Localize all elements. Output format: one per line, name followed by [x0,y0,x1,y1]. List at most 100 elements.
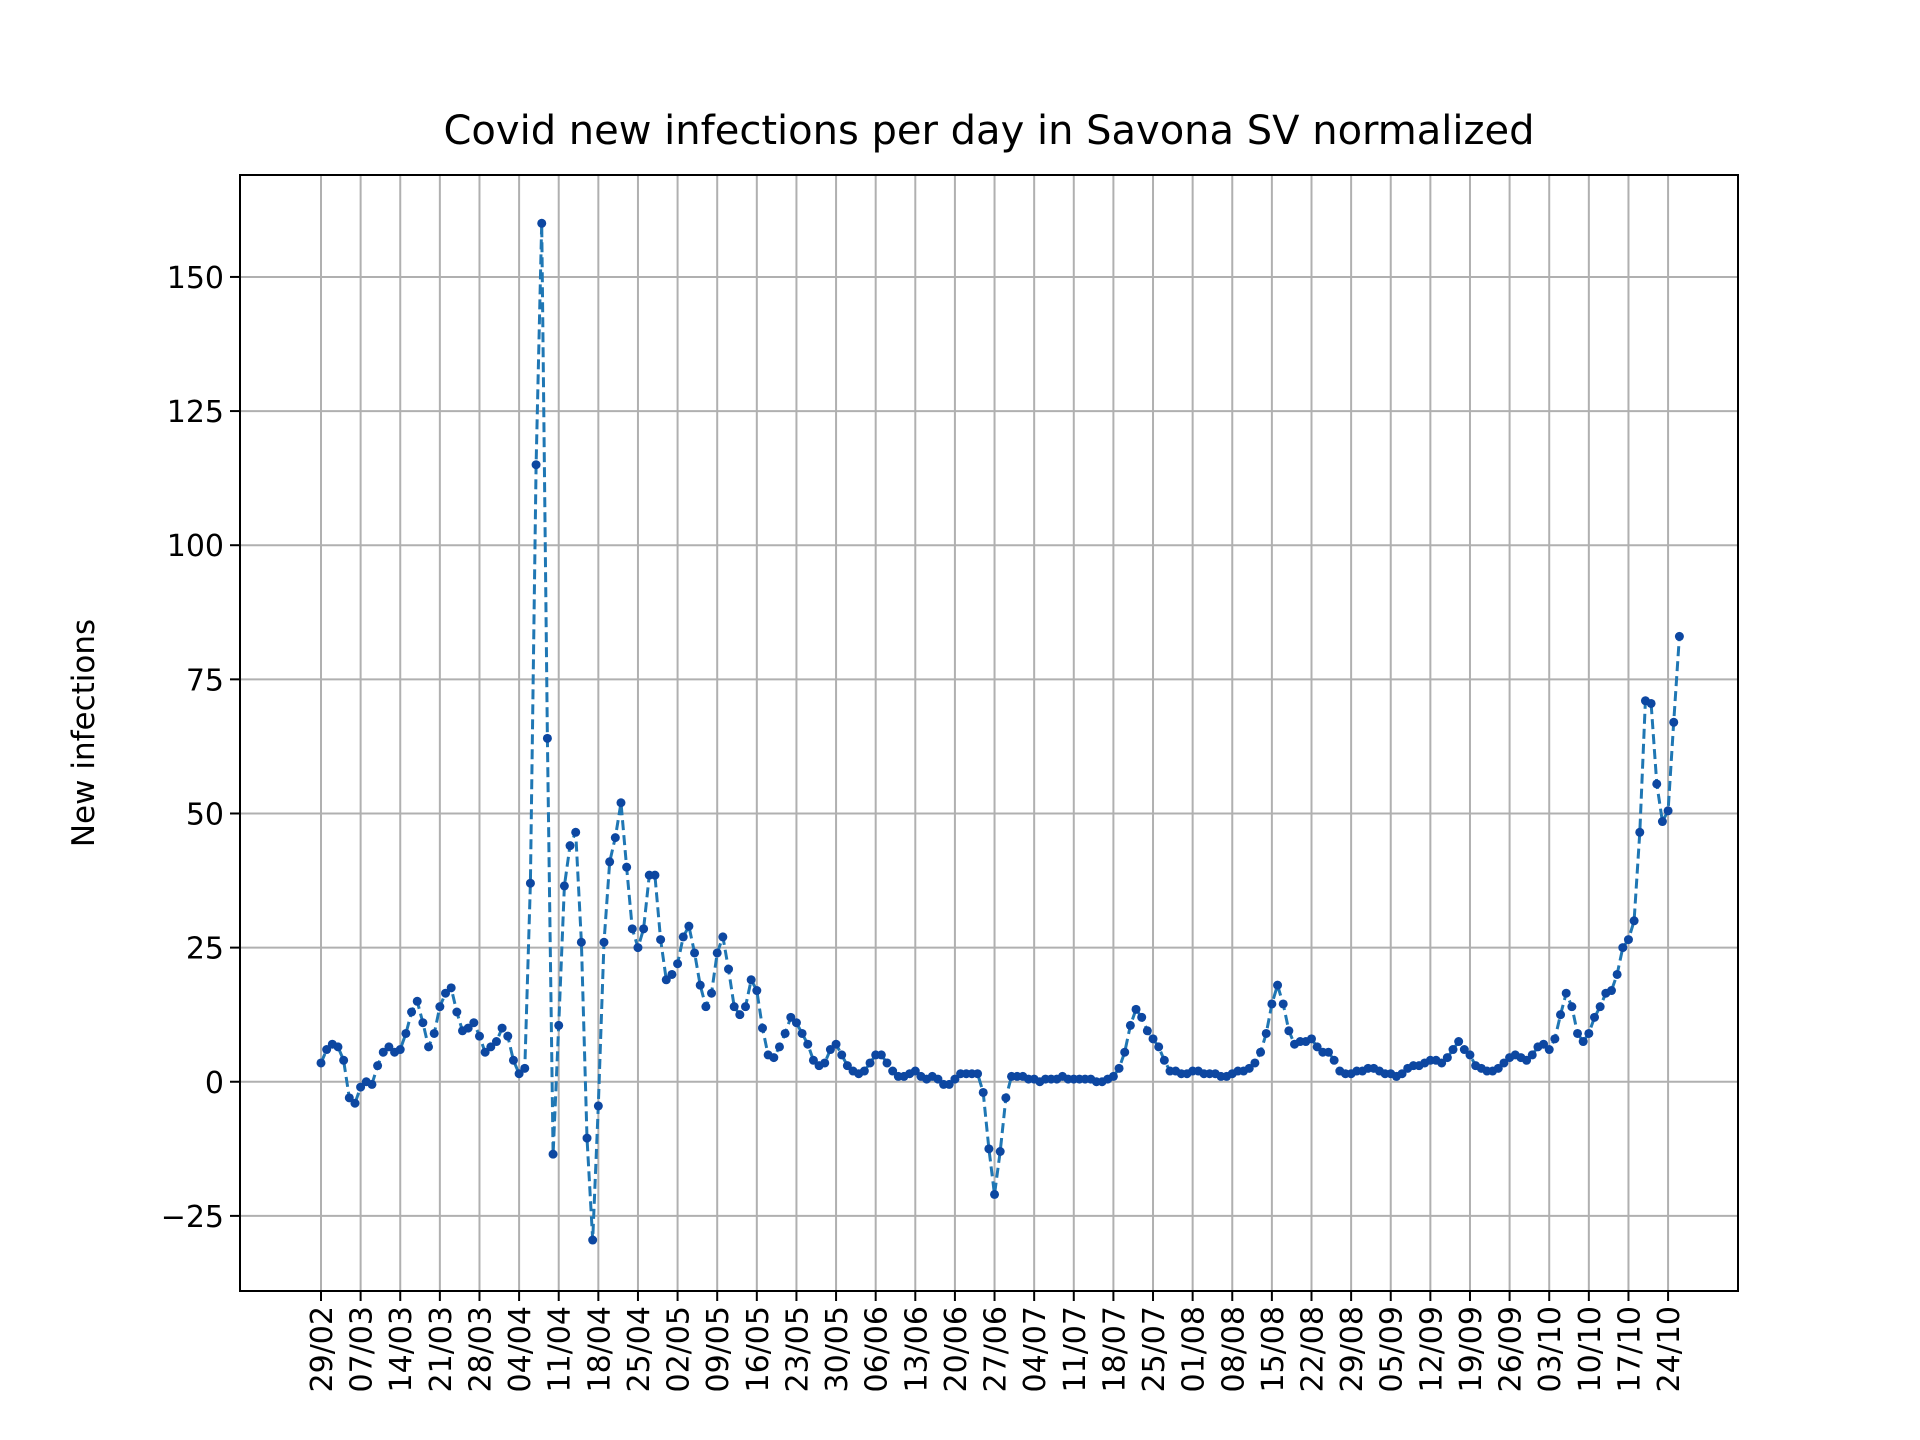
data-point [984,1144,994,1154]
data-point [1244,1063,1254,1073]
data-point [831,1039,841,1049]
x-tick-label: 03/10 [1533,1306,1568,1392]
x-tick-label: 25/07 [1137,1306,1172,1392]
data-point [407,1007,417,1017]
data-point [1142,1026,1152,1036]
x-tick-label: 08/08 [1216,1306,1251,1392]
x-tick-label: 24/10 [1652,1306,1687,1392]
data-point [1522,1055,1532,1065]
data-point [1137,1012,1147,1022]
data-point [1561,988,1571,998]
data-point [1618,943,1628,953]
data-point [1595,1002,1605,1012]
data-point [1539,1039,1549,1049]
x-tick-label: 21/03 [424,1306,459,1392]
x-tick-label: 18/04 [582,1306,617,1392]
plot-frame [239,174,1739,1292]
data-point [1590,1012,1599,1022]
x-tick-label: 26/09 [1494,1306,1529,1392]
x-tick-label: 09/05 [701,1306,736,1392]
data-point [503,1031,513,1041]
grid-lines [240,175,1738,1291]
data-point [1114,1063,1124,1073]
data-point [1125,1020,1135,1030]
data-point [452,1007,462,1017]
y-axis: −25 0 25 50 75 100 125 150 [161,261,240,1235]
data-point [384,1042,394,1052]
data-point [661,975,671,985]
data-point [1623,935,1633,945]
x-tick-label: 02/05 [662,1306,697,1392]
x-tick-label: 23/05 [780,1306,815,1392]
data-point [1250,1058,1260,1068]
data-point [667,969,677,979]
x-tick-label: 13/06 [899,1306,934,1392]
data-point [1131,1004,1141,1014]
x-tick-label: 29/02 [305,1306,340,1392]
data-point [525,878,535,888]
data-point [1465,1050,1475,1060]
x-tick-label: 07/03 [345,1306,380,1392]
data-point [797,1028,807,1038]
data-point [729,1002,739,1012]
data-point [1442,1053,1452,1063]
data-point [1646,698,1656,708]
data-point [1657,817,1667,827]
data-point [882,1058,892,1068]
data-point [746,975,756,985]
data-point [1437,1058,1447,1068]
data-point [791,1018,801,1028]
data-point [559,881,569,891]
data-point [520,1063,530,1073]
data-point [554,1020,564,1030]
data-point [373,1061,383,1071]
data-point [1329,1055,1339,1065]
data-point [950,1074,960,1084]
data-point [1159,1055,1169,1065]
data-point [1652,779,1662,789]
data-point [429,1028,439,1038]
data-point [1578,1037,1588,1047]
data-point [650,870,660,880]
data-point [571,827,581,837]
data-point [610,833,620,843]
x-tick-label: 14/03 [384,1306,419,1392]
data-point [491,1037,501,1047]
data-point [622,862,632,872]
x-tick-label: 06/06 [860,1306,895,1392]
data-point [418,1018,428,1028]
data-point [1256,1047,1266,1057]
y-tick-label: 50 [186,797,224,832]
data-point [537,218,547,228]
data-point [1669,717,1679,727]
data-point [757,1023,767,1033]
data-point [1674,631,1684,641]
data-point [367,1079,377,1089]
data-point [1001,1093,1011,1103]
x-axis: 29/02 07/03 14/03 21/03 28/03 04/04 11/04 18/04… [305,1291,1687,1392]
data-point [412,996,422,1006]
y-axis-label: New infections [66,619,102,847]
x-tick-label: 28/03 [463,1306,498,1392]
data-point [486,1042,496,1052]
data-point [678,932,688,942]
data-point [690,948,700,958]
data-point [1278,999,1288,1009]
data-point [1550,1034,1560,1044]
data-point [395,1045,405,1055]
data-point [1454,1037,1464,1047]
data-point [1544,1045,1554,1055]
data-point [1493,1063,1503,1073]
data-point [344,1093,354,1103]
data-point [1629,916,1639,926]
data-point [1606,986,1616,996]
y-tick-label: 75 [186,663,224,698]
data-point [508,1055,518,1065]
x-tick-label: 20/06 [939,1306,974,1392]
data-point [1284,1026,1294,1036]
chart-title: Covid new infections per day in Savona S… [444,108,1535,154]
data-point [1584,1028,1594,1038]
data-point [876,1050,886,1060]
data-point [542,733,552,743]
x-tick-label: 25/04 [622,1306,657,1392]
